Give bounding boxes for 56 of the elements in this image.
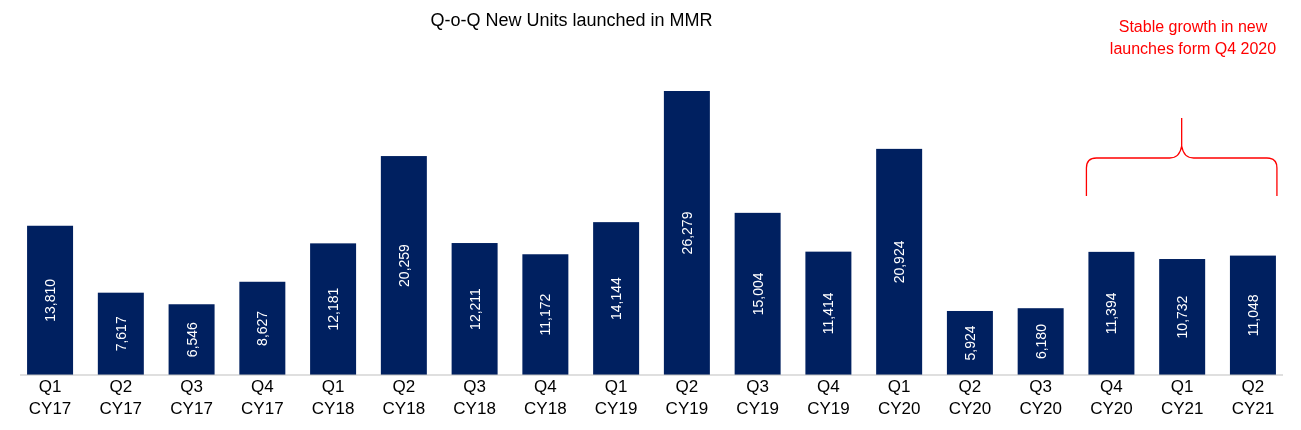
data-label: 6,180 <box>1032 323 1049 360</box>
data-label: 12,181 <box>325 287 342 331</box>
x-tick-label: Q4 CY20 <box>1090 377 1133 418</box>
bar <box>805 251 852 375</box>
data-label: 15,004 <box>749 272 766 316</box>
bar <box>97 292 144 375</box>
bar <box>663 91 710 375</box>
bar <box>734 212 781 375</box>
data-label: 12,211 <box>466 287 483 330</box>
text: Stable growth in new launches form Q4 2020 <box>1109 18 1277 57</box>
x-tick-label: Q1 CY20 <box>877 377 921 418</box>
bar <box>27 225 74 375</box>
x-tick-label: Q2 CY21 <box>1231 377 1275 418</box>
data-label: 8,627 <box>254 310 271 346</box>
bar <box>1229 255 1276 375</box>
bar <box>380 156 427 375</box>
data-label: 13,810 <box>42 278 59 322</box>
data-label: 26,279 <box>678 211 695 255</box>
bar <box>593 222 640 375</box>
data-label: 11,414 <box>820 292 837 335</box>
bar <box>876 148 923 375</box>
x-tick-label: Q2 CY18 <box>382 377 426 418</box>
x-tick-label: Q4 CY17 <box>241 377 284 418</box>
x-tick-label: Q3 CY18 <box>453 377 496 418</box>
x-tick-label: Q3 CY20 <box>1019 377 1062 418</box>
x-tick-label: Q2 CY19 <box>665 377 709 418</box>
data-label: 5,924 <box>961 325 978 361</box>
data-label: 6,546 <box>183 321 200 358</box>
bar <box>451 243 498 375</box>
x-tick-label: Q3 CY17 <box>170 377 213 418</box>
bar <box>522 254 569 375</box>
x-tick-label: Q1 CY19 <box>594 377 638 418</box>
x-tick-label: Q1 CY21 <box>1160 377 1204 418</box>
data-label: 20,924 <box>891 240 908 284</box>
data-label: 11,048 <box>1244 294 1261 337</box>
x-tick-label: Q1 CY18 <box>311 377 355 418</box>
bar <box>239 281 286 375</box>
data-label: 11,394 <box>1103 292 1120 335</box>
x-tick-label: Q1 CY17 <box>28 377 72 418</box>
bar <box>310 243 357 375</box>
data-label: 10,732 <box>1174 295 1191 339</box>
data-label: 11,172 <box>537 293 554 336</box>
data-label: 7,617 <box>112 316 129 352</box>
bar <box>1088 251 1135 375</box>
bar <box>1017 308 1064 375</box>
data-label: 20,259 <box>395 243 412 287</box>
bar <box>946 310 993 375</box>
x-tick-label: Q2 CY17 <box>99 377 143 418</box>
x-tick-label: Q3 CY19 <box>736 377 779 418</box>
data-label: 14,144 <box>608 276 625 320</box>
x-tick-label: Q4 CY18 <box>524 377 567 418</box>
chart-title: Q-o-Q New Units launched in MMR <box>430 10 713 30</box>
bar <box>168 304 215 375</box>
x-tick-label: Q4 CY19 <box>807 377 850 418</box>
x-tick-label: Q2 CY20 <box>948 377 992 418</box>
bar <box>1159 259 1206 375</box>
